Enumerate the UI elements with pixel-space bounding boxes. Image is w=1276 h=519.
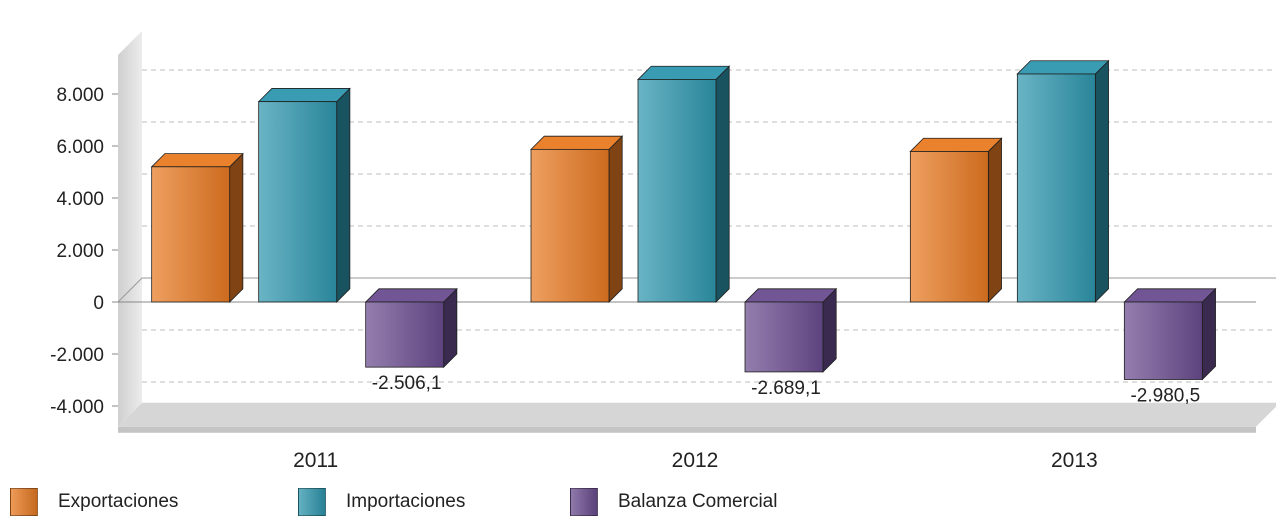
bar-side xyxy=(229,152,244,303)
legend-label: Balanza Comercial xyxy=(618,491,778,512)
bar-importaciones-2013 xyxy=(1016,59,1110,303)
bar-top xyxy=(909,137,1003,152)
bar-front xyxy=(151,166,231,303)
bar-side xyxy=(715,65,730,303)
bar-side xyxy=(608,135,623,303)
legend: Exportaciones Importaciones Balanza Comerc… xyxy=(10,486,830,518)
bar-side xyxy=(336,87,351,303)
bar-side xyxy=(987,137,1002,303)
bar-side xyxy=(822,287,837,373)
legend-item-importaciones: Importaciones xyxy=(298,488,570,516)
x-tick-label: 2011 xyxy=(293,449,338,472)
x-tick-label: 2013 xyxy=(1051,449,1098,472)
bar-front xyxy=(909,151,989,303)
legend-swatch xyxy=(10,488,38,516)
bar-front xyxy=(1123,301,1203,380)
bar-front xyxy=(530,148,610,303)
legend-label: Importaciones xyxy=(346,491,466,512)
data-label: -2.980,5 xyxy=(1130,385,1200,406)
floor-edge xyxy=(118,426,1256,433)
floor xyxy=(118,402,1276,427)
bar-front xyxy=(744,301,824,373)
y-tick-label: -2.000 xyxy=(50,345,104,366)
bar-balanza-comercial-2013 xyxy=(1123,287,1217,381)
y-tick-label: 8.000 xyxy=(56,85,104,106)
legend-swatch xyxy=(298,488,326,516)
zero-line-depth xyxy=(117,277,143,303)
y-tick-label: 6.000 xyxy=(56,137,104,158)
legend-label: Exportaciones xyxy=(58,491,179,512)
bar-group-2013 xyxy=(909,59,1217,381)
bar-exportaciones-2011 xyxy=(150,152,244,303)
bar-top xyxy=(744,288,838,303)
bar-top xyxy=(1123,288,1217,303)
legend-item-exportaciones: Exportaciones xyxy=(10,488,298,516)
data-label: -2.689,1 xyxy=(751,378,821,399)
legend-swatch xyxy=(570,488,598,516)
data-label: -2.506,1 xyxy=(372,373,442,394)
bar-importaciones-2011 xyxy=(257,87,351,303)
bar-exportaciones-2013 xyxy=(909,137,1003,303)
bar-exportaciones-2012 xyxy=(530,135,624,303)
bar-top xyxy=(637,65,731,80)
y-tick-label: 4.000 xyxy=(56,189,104,210)
bar-front xyxy=(637,79,717,303)
legend-item-balanza-comercial: Balanza Comercial xyxy=(570,488,830,516)
bar-balanza-comercial-2011 xyxy=(364,287,458,369)
bar-top xyxy=(1016,60,1110,75)
bar-top xyxy=(150,153,244,168)
y-tick-label: -4.000 xyxy=(50,397,104,418)
bar-importaciones-2012 xyxy=(637,65,731,303)
bar-top xyxy=(257,88,351,103)
bar-group-2012 xyxy=(530,65,838,373)
bar-front xyxy=(365,301,445,368)
bar-top xyxy=(364,288,458,303)
x-tick-label: 2012 xyxy=(672,449,719,472)
y-tick-label: 2.000 xyxy=(56,241,104,262)
bar-side xyxy=(1094,59,1109,303)
bar-top xyxy=(530,135,624,150)
y-tick-label: 0 xyxy=(93,293,104,314)
bar-balanza-comercial-2012 xyxy=(744,287,838,373)
bar-front xyxy=(1016,73,1096,303)
bar-side xyxy=(1201,287,1216,381)
side-wall xyxy=(118,31,142,427)
bar-group-2011 xyxy=(150,87,458,369)
bar-front xyxy=(258,101,338,303)
